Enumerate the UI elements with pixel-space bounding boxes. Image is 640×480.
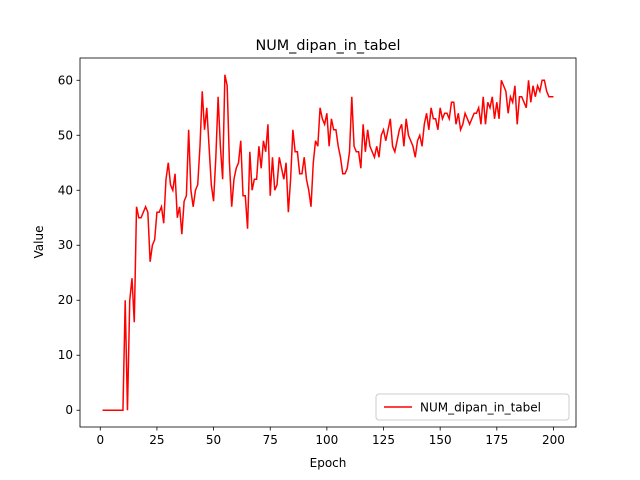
y-tick-label: 10 (58, 348, 73, 362)
y-tick-label: 60 (58, 73, 73, 87)
y-axis-label: Value (32, 226, 46, 259)
y-tick-label: 20 (58, 293, 73, 307)
x-tick-label: 100 (315, 433, 338, 447)
x-tick-label: 75 (263, 433, 278, 447)
y-tick-label: 0 (65, 403, 73, 417)
x-tick-label: 150 (429, 433, 452, 447)
chart-title: NUM_dipan_in_tabel (255, 38, 400, 54)
line-series (102, 74, 554, 411)
x-tick-label: 200 (542, 433, 565, 447)
x-tick-label: 25 (149, 433, 164, 447)
legend-box (375, 393, 570, 421)
x-tick-label: 125 (372, 433, 395, 447)
y-tick-label: 40 (58, 183, 73, 197)
axes-frame (79, 57, 577, 428)
x-axis-label: Epoch (310, 456, 347, 470)
x-tick-label: 0 (96, 433, 104, 447)
x-tick-label: 50 (206, 433, 221, 447)
legend-label: NUM_dipan_in_tabel (420, 401, 541, 415)
x-tick-label: 175 (485, 433, 508, 447)
y-tick-label: 50 (58, 128, 73, 142)
y-tick-label: 30 (58, 238, 73, 252)
